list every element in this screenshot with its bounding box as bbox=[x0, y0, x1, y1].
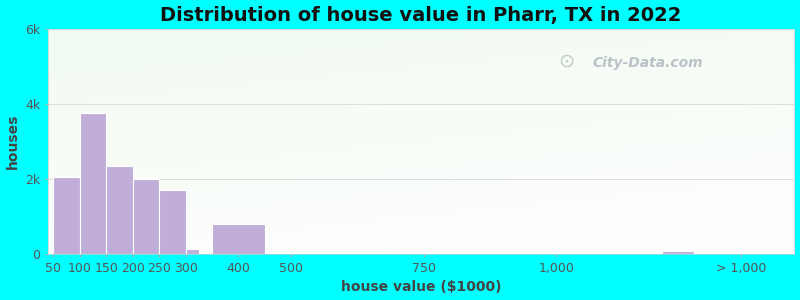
Bar bbox=[106, 166, 133, 254]
Bar bbox=[53, 177, 80, 254]
Bar bbox=[662, 251, 694, 254]
Text: City-Data.com: City-Data.com bbox=[593, 56, 703, 70]
Bar bbox=[159, 190, 186, 254]
Bar bbox=[133, 179, 159, 254]
X-axis label: house value ($1000): house value ($1000) bbox=[341, 280, 502, 294]
Text: ⊙: ⊙ bbox=[558, 52, 575, 71]
Bar bbox=[291, 253, 297, 254]
Bar bbox=[212, 224, 265, 254]
Bar bbox=[80, 113, 106, 254]
Title: Distribution of house value in Pharr, TX in 2022: Distribution of house value in Pharr, TX… bbox=[161, 6, 682, 25]
Y-axis label: houses: houses bbox=[6, 114, 19, 169]
Bar bbox=[186, 249, 198, 254]
